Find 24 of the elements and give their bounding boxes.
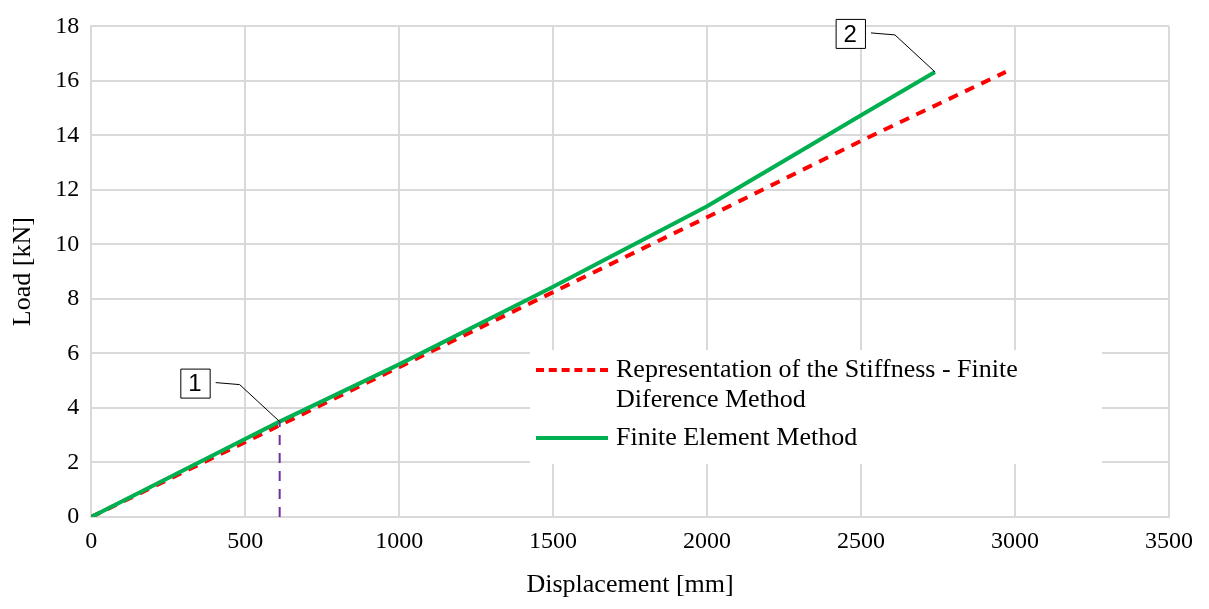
y-tick-label: 10: [55, 229, 80, 256]
y-tick-label: 4: [67, 393, 80, 420]
x-tick-label: 2500: [837, 526, 886, 553]
x-axis-title: Displacement [mm]: [526, 569, 734, 599]
legend-label: Representation of the Stiffness - Finite Diference Method: [616, 354, 1019, 414]
x-tick-label: 2000: [683, 526, 732, 553]
legend-label: Finite Element Method: [616, 422, 859, 452]
y-tick-label: 2: [67, 447, 80, 474]
y-axis-title: Load [kN]: [7, 217, 37, 327]
y-tick-label: 8: [67, 284, 80, 311]
y-tick-label: 18: [55, 11, 80, 38]
x-tick-label: 3000: [991, 526, 1040, 553]
annotation: 2: [843, 19, 857, 47]
y-tick-label: 0: [67, 502, 80, 529]
y-tick-label: 6: [67, 338, 80, 365]
x-tick-label: 500: [227, 526, 264, 553]
y-tick-label: 16: [55, 66, 80, 93]
annotation: 1: [188, 369, 202, 397]
x-tick-label: 0: [85, 526, 98, 553]
x-tick-label: 3500: [1145, 526, 1193, 553]
y-tick-label: 12: [55, 175, 80, 202]
y-tick-label: 14: [55, 120, 80, 147]
x-tick-label: 1500: [529, 526, 578, 553]
x-tick-label: 1000: [375, 526, 424, 553]
